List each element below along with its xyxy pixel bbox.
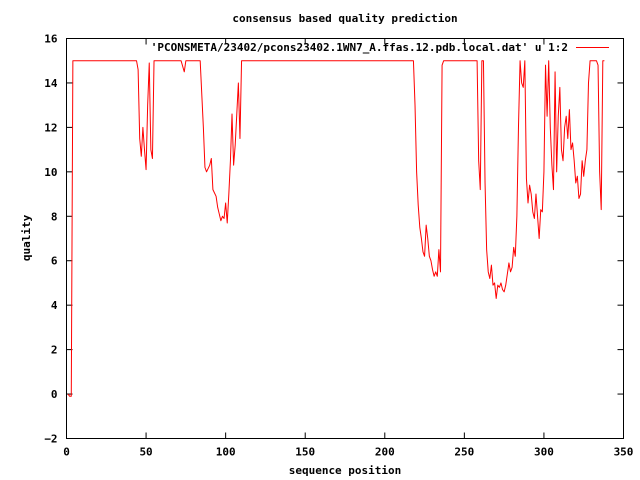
y-tick-label: 14	[44, 77, 58, 90]
y-tick-label: 12	[44, 121, 57, 134]
y-tick-label: 0	[51, 388, 58, 401]
axis-tick-labels: 0 50 100 150 200 250 300 350 −2 0 2 4 6 8 10 12 14 16	[44, 33, 633, 459]
x-axis-label: sequence position	[289, 464, 402, 477]
x-tick-label: 200	[375, 446, 395, 459]
x-tick-label: 350	[614, 446, 634, 459]
y-tick-label: 2	[51, 344, 58, 357]
axis-ticks	[66, 38, 624, 439]
legend: 'PCONSMETA/23402/pcons23402.1WN7_A.ffas.…	[151, 41, 609, 54]
y-tick-label: 8	[51, 210, 58, 223]
x-tick-label: 250	[454, 446, 474, 459]
y-tick-label: 4	[51, 299, 58, 312]
plot-frame	[66, 38, 624, 439]
y-tick-label: 16	[44, 33, 58, 46]
y-axis-label: quality	[20, 214, 33, 261]
x-tick-label: 150	[295, 446, 315, 459]
y-tick-label: 6	[51, 255, 58, 268]
legend-label: 'PCONSMETA/23402/pcons23402.1WN7_A.ffas.…	[151, 41, 568, 54]
x-tick-label: 100	[216, 446, 236, 459]
series-line	[67, 60, 605, 397]
chart-title: consensus based quality prediction	[232, 12, 457, 25]
x-tick-label: 300	[534, 446, 554, 459]
y-tick-label: 10	[44, 166, 57, 179]
x-tick-label: 50	[139, 446, 152, 459]
y-tick-label: −2	[44, 433, 57, 446]
x-tick-label: 0	[63, 446, 70, 459]
